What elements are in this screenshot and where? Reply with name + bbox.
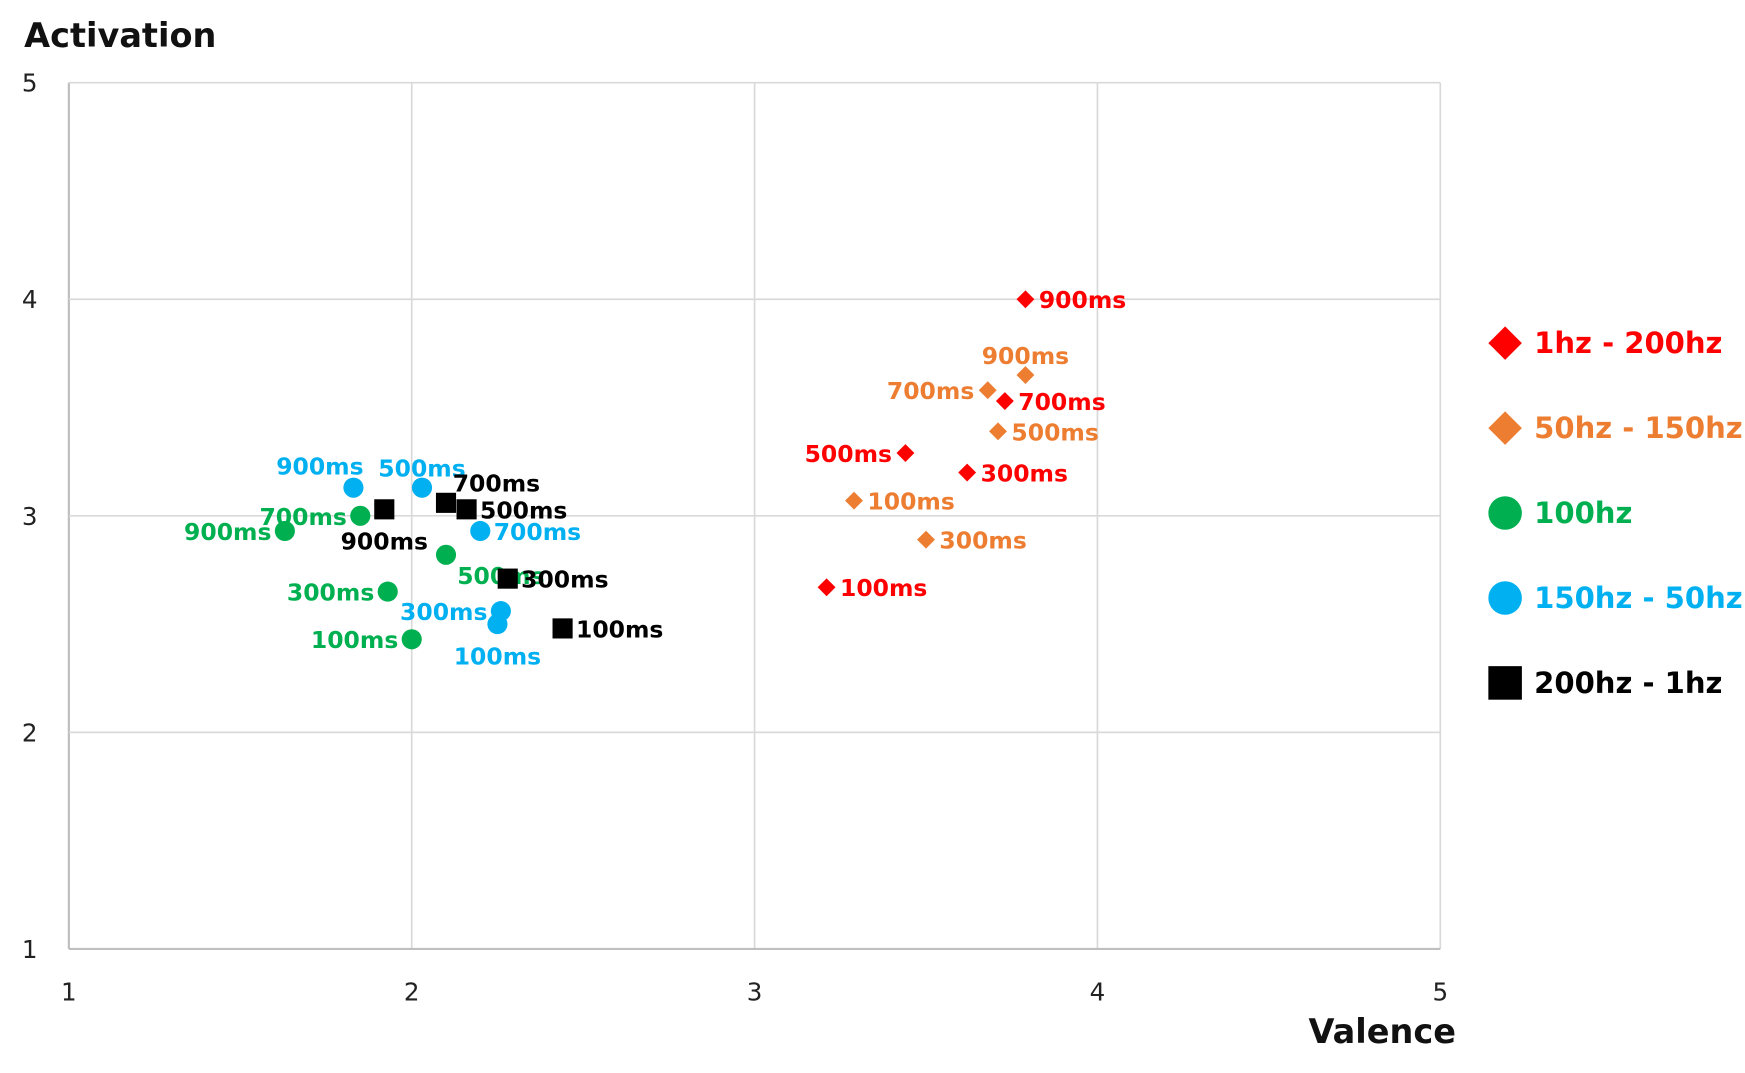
data-point: [552, 618, 573, 639]
data-label: 300ms: [981, 459, 1068, 487]
data-label: 900ms: [1039, 286, 1126, 314]
legend-label: 150hz - 50hz: [1534, 581, 1743, 615]
legend-item: 50hz - 150hz: [1488, 411, 1743, 445]
data-label: 300ms: [939, 527, 1026, 555]
data-label: 700ms: [453, 470, 540, 498]
data-point: [917, 530, 935, 549]
data-point: [374, 499, 395, 520]
data-point: [470, 520, 491, 542]
data-label: 500ms: [480, 496, 567, 524]
data-point: [435, 492, 457, 513]
data-point: [845, 491, 863, 510]
data-point: [401, 629, 422, 650]
data-point: [497, 568, 518, 589]
data-label: 700ms: [494, 518, 581, 546]
legend-label: 100hz: [1534, 496, 1632, 530]
data-label: 700ms: [1018, 388, 1105, 416]
data-label: 100ms: [576, 615, 663, 643]
x-tick-label: 5: [1432, 977, 1448, 1006]
data-label: 700ms: [887, 377, 974, 405]
legend-marker-square-icon: [1488, 666, 1522, 700]
data-point: [958, 463, 977, 482]
legend-marker-circle-icon: [1488, 581, 1522, 615]
data-point: [817, 578, 836, 597]
data-label: 100ms: [840, 574, 927, 602]
series-50hz-150hz: 900ms 700ms 500ms 100ms 300ms: [845, 342, 1099, 555]
data-point: [978, 381, 997, 400]
y-axis-title: Activation: [24, 16, 216, 55]
legend-label: 200hz - 1hz: [1534, 666, 1722, 700]
x-tick-label: 3: [747, 977, 763, 1006]
legend-label: 1hz - 200hz: [1534, 326, 1722, 360]
data-point: [411, 477, 433, 498]
x-tick-label: 4: [1090, 977, 1106, 1006]
legend-item: 150hz - 50hz: [1488, 581, 1743, 615]
data-point: [995, 392, 1014, 410]
y-tick-label: 4: [22, 285, 38, 314]
data-label: 300ms: [521, 566, 608, 594]
x-tick-label: 1: [61, 977, 77, 1006]
data-label: 500ms: [378, 454, 465, 482]
data-point: [989, 422, 1007, 441]
data-label: 900ms: [341, 528, 428, 556]
legend-item: 1hz - 200hz: [1488, 326, 1722, 360]
x-axis-title: Valence: [1309, 1012, 1456, 1051]
legend-item: 100hz: [1488, 496, 1632, 530]
data-point: [487, 614, 508, 635]
data-point: [1016, 290, 1035, 309]
data-point: [435, 544, 457, 565]
y-tick-label: 2: [22, 718, 38, 747]
data-label: 100ms: [867, 488, 954, 516]
y-tick-label: 1: [22, 935, 38, 964]
y-tick-label: 3: [22, 502, 38, 531]
data-label: 300ms: [400, 598, 487, 626]
data-point: [274, 520, 295, 542]
y-tick-label: 5: [22, 69, 38, 98]
data-label: 500ms: [1011, 418, 1098, 446]
data-label: 100ms: [311, 626, 398, 654]
data-point: [456, 499, 477, 520]
legend-marker-diamond-icon: [1488, 326, 1522, 360]
legend-label: 50hz - 150hz: [1534, 411, 1743, 445]
data-label: 700ms: [259, 503, 346, 531]
legend-marker-circle-icon: [1488, 496, 1522, 530]
data-label: 100ms: [454, 642, 541, 670]
data-label: 900ms: [276, 452, 363, 480]
data-label: 500ms: [805, 440, 892, 468]
legend-item: 200hz - 1hz: [1488, 666, 1722, 700]
data-label: 900ms: [184, 518, 271, 546]
legend-marker-diamond-icon: [1488, 411, 1522, 445]
data-point: [343, 477, 364, 498]
data-point: [377, 581, 398, 602]
data-point: [896, 444, 915, 462]
x-tick-label: 2: [404, 977, 420, 1006]
data-point: [350, 505, 371, 526]
data-label: 300ms: [287, 579, 374, 607]
data-label: 900ms: [982, 342, 1069, 370]
